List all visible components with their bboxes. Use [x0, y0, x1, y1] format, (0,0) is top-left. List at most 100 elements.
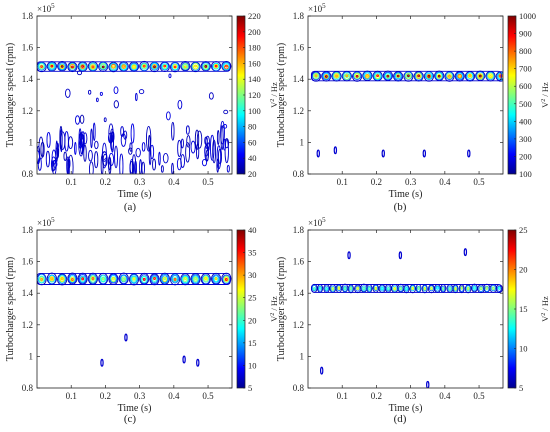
contour-band-c [172, 276, 178, 282]
y-axis-label-b: Turbocharger speed (rpm) [276, 43, 287, 147]
y-tick-label-d: 1 [300, 351, 305, 361]
colorbar-tick-label-a: 40 [248, 153, 257, 163]
contour-band-a [50, 64, 54, 68]
colorbar-tick-label-c: 5 [248, 383, 252, 393]
contour-band-a [224, 64, 228, 68]
contour-noise-a [180, 138, 184, 149]
x-tick-label-c: 0.2 [100, 391, 111, 401]
x-axis-label-c: Time (s) [118, 403, 152, 414]
contour-noise-a [100, 154, 104, 174]
contour-band-c [60, 277, 64, 281]
contour-band-d [374, 286, 378, 291]
contour-band-a [59, 64, 65, 70]
contour-band-a [120, 63, 127, 71]
y-axis-label-a: Turbocharger speed (rpm) [5, 43, 16, 147]
contour-band-d [478, 285, 484, 292]
contour-noise-a [87, 89, 92, 95]
contour-band-c [89, 275, 97, 283]
contour-band-b [435, 71, 444, 81]
contour-band-b [487, 72, 494, 80]
contour-blip-d [347, 251, 351, 260]
contour-band-d [484, 285, 490, 292]
colorbar-label-d: V2 / Hz [540, 296, 550, 322]
contour-band-d [341, 283, 349, 293]
contour-band-b [447, 74, 452, 79]
contour-noise-a [99, 91, 103, 96]
contour-noise-a [177, 139, 182, 158]
contour-noise-a [208, 92, 214, 100]
contour-noise-a [52, 160, 58, 168]
contour-band-d [404, 285, 409, 292]
contour-band-b [416, 73, 421, 79]
contour-noise-a [185, 142, 191, 163]
contour-blip-b [381, 149, 385, 158]
contour-band-c [192, 275, 199, 283]
contour-band-d [325, 287, 328, 291]
contour-band-c [191, 274, 200, 285]
y-tick-label-c: 1 [29, 351, 34, 361]
contour-noise-a [92, 122, 96, 142]
contour-band-d [465, 285, 471, 292]
contour-band-a [37, 62, 46, 71]
contour-noise-a [79, 114, 85, 124]
x-tick-label-d: 0.2 [371, 391, 382, 401]
y-tick-label-d: 0.8 [293, 383, 305, 393]
contour-noise-a [78, 128, 82, 149]
contour-noise-a [113, 100, 119, 109]
contour-band-a [40, 65, 43, 69]
contour-noise-a [107, 156, 112, 171]
contour-noise-a [40, 141, 45, 158]
contour-band-b [365, 74, 369, 78]
contour-band-b [324, 75, 328, 78]
contour-band-b [333, 72, 340, 79]
y-tick-label-c: 1.8 [22, 225, 34, 235]
contour-band-c [171, 274, 179, 283]
contour-band-a [161, 63, 168, 70]
contour-band-c [100, 276, 106, 282]
contour-noise-a [46, 132, 51, 148]
x-tick-label-c: 0.5 [202, 391, 214, 401]
contour-band-d [453, 285, 458, 292]
y-tick-label-b: 0.8 [293, 169, 305, 179]
contour-band-d [417, 286, 420, 290]
contour-band-d [380, 286, 384, 291]
colorbar-tick-label-a: 80 [248, 122, 257, 132]
contour-noise-a [135, 147, 141, 158]
contour-noise-a [65, 88, 71, 98]
contour-band-b [383, 71, 393, 81]
colorbar-label-a: V2 / Hz [269, 82, 279, 108]
y-tick-label-c: 1.4 [22, 288, 34, 298]
contour-band-c [132, 277, 136, 281]
contour-band-b [374, 73, 381, 80]
y-tick-label-c: 0.8 [22, 383, 34, 393]
contour-band-d [479, 286, 483, 291]
contour-band-a [150, 62, 159, 71]
contour-band-b [364, 72, 371, 80]
contour-band-d [311, 285, 317, 292]
contour-band-b [396, 74, 400, 78]
contour-band-b [478, 74, 482, 78]
contour-band-b [436, 74, 442, 79]
contour-band-c [39, 276, 44, 282]
x-tick-label-c: 0.4 [168, 391, 180, 401]
contour-noise-a [226, 164, 230, 173]
contour-band-b [488, 73, 493, 79]
contour-noise-a [88, 149, 93, 162]
contour-band-b [352, 71, 362, 81]
contour-band-d [342, 285, 348, 292]
y-tick-label-a: 1.2 [22, 106, 33, 116]
contour-band-d [355, 285, 361, 292]
contour-band-b [477, 73, 483, 79]
contour-noise-a [103, 117, 107, 123]
contour-noise-a [81, 131, 85, 151]
y-tick-label-a: 0.8 [22, 169, 34, 179]
contour-band-b [323, 72, 330, 80]
contour-band-a [132, 65, 136, 69]
contour-band-d [411, 286, 415, 291]
contour-band-a [49, 63, 55, 69]
contour-noise-a [107, 132, 113, 144]
y-tick-label-a: 1.6 [22, 43, 34, 53]
y-exponent-d: ×105 [308, 216, 326, 228]
contour-blip-c [182, 355, 186, 364]
